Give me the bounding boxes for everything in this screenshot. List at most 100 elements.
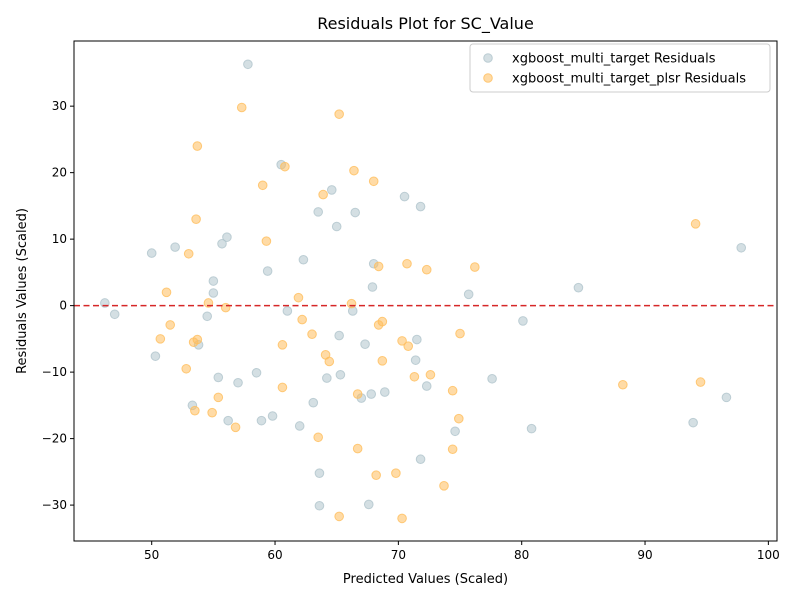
- data-point: [277, 340, 288, 350]
- series-2: [155, 102, 706, 524]
- data-point: [397, 336, 407, 346]
- data-point: [447, 444, 458, 455]
- data-point: [368, 176, 379, 187]
- plot-frame: [73, 40, 778, 542]
- data-point: [282, 306, 293, 316]
- data-point: [447, 385, 458, 396]
- data-point: [421, 381, 432, 391]
- data-point: [313, 207, 324, 217]
- data-point: [688, 417, 698, 428]
- data-point: [360, 339, 370, 349]
- data-point: [243, 59, 253, 70]
- data-point: [314, 468, 325, 478]
- axes: 50 60 70 80 90 100 −30 −20 −10 0 10 20 30: [42, 40, 780, 562]
- plot-area: [74, 59, 777, 524]
- x-tick-label: 60: [267, 548, 282, 562]
- data-point: [261, 236, 272, 246]
- data-point: [470, 262, 480, 272]
- data-point: [373, 261, 384, 272]
- series-1: [100, 59, 747, 511]
- data-point: [439, 481, 449, 491]
- data-point: [573, 282, 584, 293]
- data-point: [695, 377, 706, 387]
- x-tick-label: 80: [514, 548, 529, 562]
- x-tick-label: 90: [637, 548, 652, 562]
- data-point: [412, 334, 422, 345]
- data-point: [454, 413, 464, 424]
- data-point: [618, 379, 628, 390]
- data-point: [183, 248, 194, 259]
- data-point: [190, 405, 200, 416]
- data-point: [223, 415, 233, 426]
- y-axis-label: Residuals Values (Scaled): [15, 208, 30, 374]
- data-point: [334, 511, 344, 522]
- data-point: [146, 248, 157, 258]
- data-point: [371, 470, 381, 480]
- data-point: [380, 387, 390, 397]
- data-point: [352, 389, 363, 399]
- data-point: [366, 389, 377, 399]
- data-point: [213, 392, 224, 403]
- data-point: [192, 141, 203, 151]
- data-point: [251, 367, 262, 378]
- data-point: [334, 109, 344, 119]
- data-point: [208, 276, 219, 286]
- data-point: [377, 356, 388, 366]
- data-point: [425, 369, 436, 380]
- y-tick-label: 20: [52, 166, 67, 180]
- legend-marker: [483, 73, 493, 83]
- y-tick-label: −20: [42, 432, 67, 446]
- data-point: [736, 242, 747, 253]
- data-point: [208, 288, 219, 298]
- data-point: [322, 373, 332, 383]
- data-point: [257, 180, 268, 191]
- data-point: [363, 499, 374, 510]
- data-point: [463, 289, 474, 300]
- data-point: [297, 314, 307, 325]
- data-point: [308, 397, 319, 408]
- data-point: [165, 320, 175, 330]
- data-point: [236, 102, 247, 113]
- data-point: [349, 165, 359, 176]
- data-point: [280, 161, 290, 172]
- chart-title: Residuals Plot for SC_Value: [317, 14, 534, 34]
- x-tick-label: 70: [391, 548, 406, 562]
- data-point: [307, 329, 317, 340]
- data-point: [161, 287, 172, 298]
- x-tick-label: 100: [757, 548, 780, 562]
- y-tick-label: 0: [59, 299, 67, 313]
- data-point: [403, 341, 414, 351]
- data-point: [155, 334, 166, 344]
- data-point: [391, 468, 401, 478]
- legend-box: [469, 43, 771, 93]
- data-point: [397, 513, 407, 524]
- data-point: [352, 443, 363, 454]
- data-point: [277, 382, 288, 393]
- data-point: [415, 201, 426, 212]
- data-point: [487, 373, 497, 384]
- data-point: [402, 258, 412, 269]
- x-axis-label: Predicted Values (Scaled): [343, 572, 508, 587]
- data-point: [334, 330, 344, 341]
- data-point: [450, 426, 460, 437]
- data-point: [421, 264, 432, 275]
- data-point: [230, 422, 241, 433]
- data-point: [367, 282, 378, 292]
- data-point: [262, 266, 273, 276]
- data-point: [346, 298, 357, 309]
- y-tick-label: −30: [42, 498, 67, 512]
- data-point: [326, 185, 337, 195]
- legend-entry: xgboost_multi_target_plsr Residuals: [512, 72, 746, 87]
- data-point: [188, 337, 199, 347]
- legend-marker: [483, 53, 493, 63]
- data-point: [518, 316, 528, 326]
- x-tick-label: 50: [144, 548, 159, 562]
- data-point: [690, 219, 701, 229]
- data-point: [207, 407, 217, 418]
- data-point: [109, 309, 120, 320]
- data-point: [373, 320, 384, 330]
- data-point: [318, 189, 328, 200]
- data-point: [222, 232, 232, 242]
- data-point: [526, 423, 537, 434]
